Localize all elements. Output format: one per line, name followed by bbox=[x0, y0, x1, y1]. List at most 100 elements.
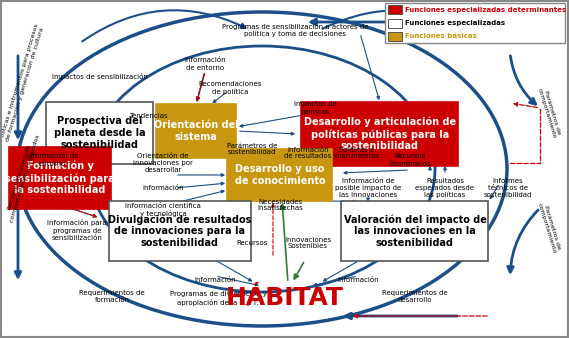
FancyArrowPatch shape bbox=[444, 167, 447, 172]
FancyArrowPatch shape bbox=[232, 200, 252, 203]
FancyArrowPatch shape bbox=[235, 292, 258, 294]
FancyBboxPatch shape bbox=[302, 102, 459, 166]
Text: Programas de divulgación y
apropiación de la C.y T.: Programas de divulgación y apropiación d… bbox=[170, 290, 266, 306]
Text: Impactos de
políticas: Impactos de políticas bbox=[294, 101, 336, 115]
FancyArrowPatch shape bbox=[324, 261, 357, 281]
FancyArrowPatch shape bbox=[361, 36, 380, 99]
FancyArrowPatch shape bbox=[240, 114, 312, 127]
FancyArrowPatch shape bbox=[217, 261, 251, 281]
FancyArrowPatch shape bbox=[308, 200, 356, 203]
FancyArrowPatch shape bbox=[15, 56, 21, 137]
Text: Parámetros de
sostenibilidad: Parámetros de sostenibilidad bbox=[227, 143, 277, 155]
Text: Formación y
sensibilización para
la sostenibilidad: Formación y sensibilización para la sost… bbox=[5, 161, 115, 195]
FancyArrowPatch shape bbox=[354, 314, 487, 318]
FancyBboxPatch shape bbox=[385, 3, 565, 43]
Text: Desarrollo y uso
de conocimiento: Desarrollo y uso de conocimiento bbox=[234, 164, 325, 186]
FancyArrowPatch shape bbox=[281, 204, 288, 280]
FancyArrowPatch shape bbox=[311, 19, 427, 25]
FancyArrowPatch shape bbox=[213, 150, 241, 154]
Text: Prospectiva del
planeta desde la
sostenibilidad: Prospectiva del planeta desde la sosteni… bbox=[54, 116, 146, 150]
Text: Información de
posible impacto de
las innovaciones: Información de posible impacto de las in… bbox=[335, 178, 401, 198]
FancyArrowPatch shape bbox=[274, 194, 277, 197]
Text: Recomendaciones
de política: Recomendaciones de política bbox=[199, 81, 262, 95]
Text: Orientación del
sistema: Orientación del sistema bbox=[154, 120, 238, 142]
FancyArrowPatch shape bbox=[118, 136, 127, 139]
FancyArrowPatch shape bbox=[73, 209, 96, 217]
Text: Funciones especializadas: Funciones especializadas bbox=[405, 20, 505, 26]
FancyArrowPatch shape bbox=[514, 103, 537, 107]
Text: Funciones especializadas determinantes: Funciones especializadas determinantes bbox=[405, 7, 566, 13]
Text: Programas de sensibilización a actores de
política y toma de decisiones: Programas de sensibilización a actores d… bbox=[222, 23, 368, 37]
FancyBboxPatch shape bbox=[341, 201, 489, 261]
FancyArrowPatch shape bbox=[138, 121, 145, 125]
FancyBboxPatch shape bbox=[388, 5, 402, 14]
FancyArrowPatch shape bbox=[314, 164, 327, 168]
FancyArrowPatch shape bbox=[178, 174, 224, 176]
Text: Información
de entorno: Información de entorno bbox=[184, 57, 226, 71]
Text: Innovaciones
Sostenibles: Innovaciones Sostenibles bbox=[285, 237, 331, 249]
Text: Recursos
Económicos: Recursos Económicos bbox=[389, 153, 431, 167]
Text: Valoración del impacto de
las innovaciones en la
sostenibilidad: Valoración del impacto de las innovacion… bbox=[344, 214, 486, 248]
FancyArrowPatch shape bbox=[218, 276, 258, 286]
FancyBboxPatch shape bbox=[9, 147, 111, 209]
FancyBboxPatch shape bbox=[47, 102, 154, 164]
Text: Resultados
esperados desde
las políticas: Resultados esperados desde las políticas bbox=[415, 178, 475, 198]
FancyBboxPatch shape bbox=[388, 19, 402, 27]
FancyBboxPatch shape bbox=[156, 104, 236, 158]
Text: Requerimientos de
formación: Requerimientos de formación bbox=[79, 290, 145, 303]
FancyArrowPatch shape bbox=[323, 10, 486, 40]
FancyArrowPatch shape bbox=[56, 166, 59, 171]
Text: Necesidades
Insatisfechas: Necesidades Insatisfechas bbox=[257, 198, 303, 212]
Text: Políticas e instrumentos para procesos
de formación y generación de cultura: Políticas e instrumentos para procesos d… bbox=[0, 23, 46, 143]
Text: Funciones básicas: Funciones básicas bbox=[405, 33, 477, 39]
Text: Información: Información bbox=[194, 277, 236, 283]
FancyArrowPatch shape bbox=[393, 164, 404, 166]
Text: Informes
técnicos de
sostenibilidad: Informes técnicos de sostenibilidad bbox=[484, 178, 532, 198]
Text: Requerimientos de
desarrollo: Requerimientos de desarrollo bbox=[382, 290, 448, 303]
FancyArrowPatch shape bbox=[196, 75, 204, 100]
Text: Orientación de
innovaciones por
desarrollar: Orientación de innovaciones por desarrol… bbox=[133, 153, 193, 173]
Text: HÁBITAT: HÁBITAT bbox=[226, 286, 344, 310]
FancyArrowPatch shape bbox=[510, 56, 535, 104]
FancyArrowPatch shape bbox=[344, 170, 407, 174]
FancyArrowPatch shape bbox=[98, 151, 101, 154]
Text: Información científica
y tecnológica: Información científica y tecnológica bbox=[125, 203, 201, 217]
FancyArrowPatch shape bbox=[490, 185, 498, 199]
FancyArrowPatch shape bbox=[178, 190, 224, 202]
Text: Tendencias: Tendencias bbox=[129, 113, 167, 119]
FancyArrowPatch shape bbox=[428, 167, 431, 170]
FancyBboxPatch shape bbox=[388, 32, 402, 41]
Text: Divulgación de resultados
de innovaciones para la
sostenibilidad: Divulgación de resultados de innovacione… bbox=[108, 214, 251, 248]
FancyArrowPatch shape bbox=[343, 160, 353, 163]
FancyArrowPatch shape bbox=[240, 147, 244, 152]
Text: Recursos: Recursos bbox=[236, 240, 267, 246]
FancyArrowPatch shape bbox=[83, 10, 245, 42]
Text: Impactos de sensibilización: Impactos de sensibilización bbox=[52, 72, 148, 79]
Text: Información
de resultados: Información de resultados bbox=[284, 146, 332, 160]
FancyArrowPatch shape bbox=[366, 198, 369, 201]
Text: Información: Información bbox=[337, 277, 379, 283]
Text: Parámetros de
comportamiento: Parámetros de comportamiento bbox=[536, 86, 562, 140]
Text: Información para
programas de
sensibilización: Información para programas de sensibiliz… bbox=[47, 219, 107, 241]
FancyArrowPatch shape bbox=[279, 194, 282, 197]
FancyArrowPatch shape bbox=[213, 93, 226, 102]
Text: Desarrollo y articulación de
políticas públicas para la
sostenibilidad: Desarrollo y articulación de políticas p… bbox=[304, 117, 456, 151]
FancyArrowPatch shape bbox=[294, 262, 304, 279]
FancyArrowPatch shape bbox=[508, 210, 538, 272]
FancyArrowPatch shape bbox=[73, 209, 96, 217]
FancyBboxPatch shape bbox=[109, 201, 251, 261]
FancyArrowPatch shape bbox=[240, 131, 294, 135]
FancyArrowPatch shape bbox=[15, 196, 21, 277]
Text: Recomendaciones de
comportamientos requeridos: Recomendaciones de comportamientos reque… bbox=[3, 133, 40, 223]
Text: Políticas e
instrumentos: Políticas e instrumentos bbox=[334, 146, 380, 160]
FancyArrowPatch shape bbox=[83, 165, 93, 172]
Text: Parámetros de
comportamiento: Parámetros de comportamiento bbox=[536, 201, 562, 255]
FancyArrowPatch shape bbox=[271, 204, 274, 255]
FancyArrowPatch shape bbox=[314, 276, 355, 286]
FancyArrowPatch shape bbox=[196, 74, 204, 100]
FancyArrowPatch shape bbox=[196, 74, 204, 101]
FancyArrowPatch shape bbox=[346, 313, 457, 319]
Text: Información de
entorno: Información de entorno bbox=[26, 153, 79, 167]
FancyArrowPatch shape bbox=[178, 182, 224, 188]
FancyBboxPatch shape bbox=[228, 149, 332, 201]
